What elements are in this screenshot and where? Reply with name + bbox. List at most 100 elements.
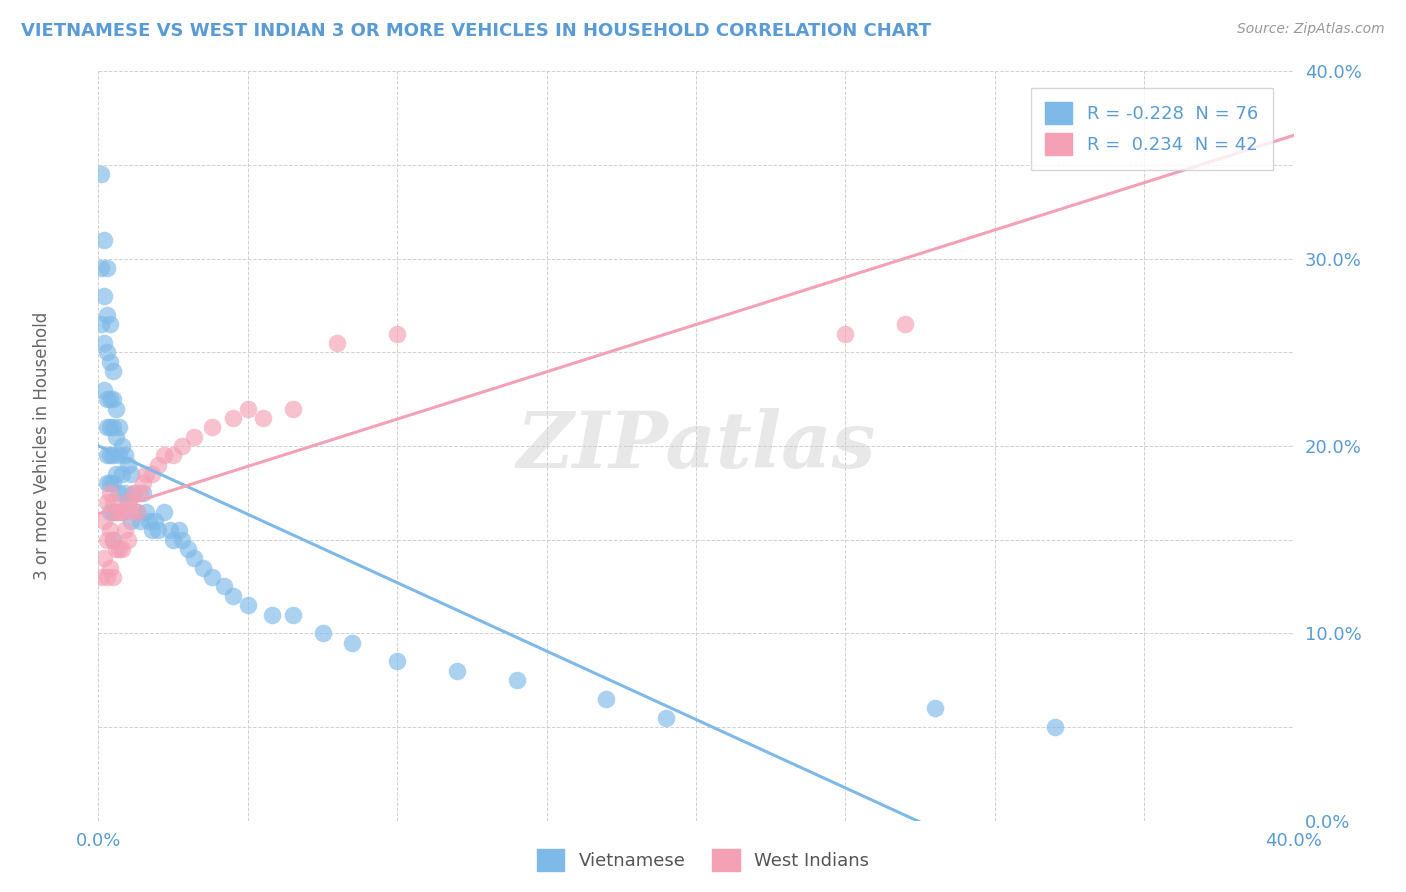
Point: [103, 533, 125, 547]
Point: [124, 486, 146, 500]
Point: [132, 476, 155, 491]
Point: [108, 486, 131, 500]
Point: [117, 495, 139, 509]
Point: [96, 495, 118, 509]
Point: [111, 467, 134, 482]
Point: [595, 692, 617, 706]
Point: [105, 430, 128, 444]
Legend: R = -0.228  N = 76, R =  0.234  N = 42: R = -0.228 N = 76, R = 0.234 N = 42: [1031, 88, 1272, 169]
Point: [105, 505, 128, 519]
Point: [252, 411, 274, 425]
Point: [1043, 720, 1066, 734]
Point: [98, 392, 122, 407]
Point: [114, 486, 136, 500]
Point: [98, 476, 122, 491]
Point: [212, 580, 235, 594]
Point: [98, 561, 122, 575]
Point: [135, 467, 157, 482]
Point: [172, 439, 194, 453]
Point: [167, 524, 190, 538]
Legend: Vietnamese, West Indians: Vietnamese, West Indians: [530, 842, 876, 879]
Point: [98, 505, 122, 519]
Point: [98, 318, 122, 332]
Point: [93, 383, 115, 397]
Point: [96, 392, 118, 407]
Point: [129, 486, 152, 500]
Point: [222, 411, 245, 425]
Point: [201, 420, 224, 434]
Point: [114, 449, 136, 463]
Point: [183, 551, 205, 566]
Point: [129, 514, 152, 528]
Point: [93, 551, 115, 566]
Text: 3 or more Vehicles in Household: 3 or more Vehicles in Household: [34, 312, 51, 580]
Point: [177, 542, 200, 557]
Point: [153, 449, 176, 463]
Point: [117, 458, 139, 472]
Point: [506, 673, 529, 688]
Point: [162, 449, 184, 463]
Point: [96, 476, 118, 491]
Point: [183, 430, 205, 444]
Point: [172, 533, 194, 547]
Point: [96, 261, 118, 276]
Point: [120, 505, 142, 519]
Point: [311, 626, 333, 640]
Point: [111, 439, 134, 453]
Point: [162, 533, 184, 547]
Point: [103, 476, 125, 491]
Point: [385, 655, 409, 669]
Point: [141, 524, 163, 538]
Point: [98, 355, 122, 369]
Point: [93, 233, 115, 247]
Point: [105, 401, 128, 416]
Point: [148, 524, 170, 538]
Point: [120, 467, 142, 482]
Point: [120, 514, 142, 528]
Point: [98, 420, 122, 434]
Point: [93, 289, 115, 303]
Point: [281, 607, 304, 622]
Point: [159, 524, 181, 538]
Point: [103, 570, 125, 584]
Point: [98, 524, 122, 538]
Text: Source: ZipAtlas.com: Source: ZipAtlas.com: [1237, 22, 1385, 37]
Point: [98, 449, 122, 463]
Point: [236, 401, 259, 416]
Point: [222, 589, 245, 603]
Point: [108, 420, 131, 434]
Point: [108, 542, 131, 557]
Point: [96, 449, 118, 463]
Point: [90, 261, 112, 276]
Point: [135, 505, 157, 519]
Point: [148, 458, 170, 472]
Point: [834, 326, 856, 341]
Point: [117, 533, 139, 547]
Point: [201, 570, 224, 584]
Point: [342, 635, 364, 649]
Point: [132, 486, 155, 500]
Point: [96, 570, 118, 584]
Point: [93, 336, 115, 351]
Point: [141, 467, 163, 482]
Point: [105, 505, 128, 519]
Point: [446, 664, 468, 678]
Point: [103, 495, 125, 509]
Point: [111, 542, 134, 557]
Point: [655, 710, 678, 724]
Point: [103, 420, 125, 434]
Point: [127, 505, 149, 519]
Point: [103, 449, 125, 463]
Point: [281, 401, 304, 416]
Point: [127, 505, 149, 519]
Point: [124, 486, 146, 500]
Point: [96, 420, 118, 434]
Point: [114, 524, 136, 538]
Point: [96, 533, 118, 547]
Point: [111, 505, 134, 519]
Point: [96, 345, 118, 359]
Point: [385, 326, 409, 341]
Point: [90, 168, 112, 182]
Point: [103, 533, 125, 547]
Text: VIETNAMESE VS WEST INDIAN 3 OR MORE VEHICLES IN HOUSEHOLD CORRELATION CHART: VIETNAMESE VS WEST INDIAN 3 OR MORE VEHI…: [21, 22, 931, 40]
